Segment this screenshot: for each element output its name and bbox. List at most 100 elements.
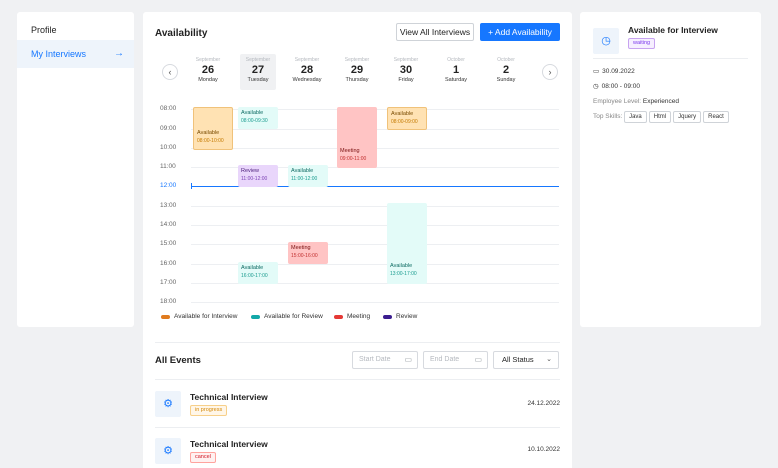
day-column-header[interactable]: September 30 Friday	[388, 54, 424, 90]
day-column-header[interactable]: September 26 Monday	[190, 54, 226, 90]
sidebar-item-profile[interactable]: Profile	[17, 16, 134, 44]
gear-icon: ⚙	[155, 391, 181, 417]
detail-level-label: Employee Level:	[593, 98, 642, 105]
calendar-event-available-review[interactable]: Available 13:00-17:00	[387, 203, 427, 284]
legend-swatch	[383, 314, 392, 319]
hour-label: 13:00	[160, 202, 177, 209]
day-column-header[interactable]: September 27 Tuesday	[240, 54, 276, 90]
event-title: Available	[241, 265, 264, 271]
end-date-input[interactable]: End Date ▭	[423, 351, 488, 369]
status-filter-select[interactable]: All Status ⌄	[493, 351, 559, 369]
view-all-interviews-button[interactable]: View All Interviews	[396, 23, 474, 41]
sidebar: Profile My Interviews →	[17, 12, 134, 327]
detail-skills-label: Top Skills:	[593, 113, 623, 120]
event-row-title[interactable]: Technical Interview	[190, 392, 268, 402]
hour-label: 08:00	[160, 105, 177, 112]
calendar-event-meeting[interactable]: Meeting 09:00-11:00	[337, 107, 377, 168]
skill-tag: React	[703, 111, 729, 123]
event-title: Available	[197, 130, 220, 136]
skill-tag: Html	[648, 111, 672, 123]
previous-week-button[interactable]: ‹	[162, 64, 178, 80]
chevron-left-icon: ‹	[168, 67, 172, 77]
section-divider	[155, 427, 560, 428]
day-weekday: Friday	[398, 77, 414, 83]
start-date-placeholder: Start Date	[359, 356, 391, 363]
calendar-event-review[interactable]: Review 11:00-12:00	[238, 165, 278, 187]
day-weekday: Wednesday	[292, 77, 322, 83]
status-badge: waiting	[628, 38, 656, 49]
hour-label: 11:00	[160, 163, 176, 170]
hour-gridline	[191, 302, 559, 303]
event-row-date: 10.10.2022	[527, 446, 560, 453]
chevron-down-icon: ⌄	[546, 356, 552, 363]
day-month: October	[447, 57, 465, 63]
calendar-event-meeting[interactable]: Meeting 15:00-16:00	[288, 242, 328, 264]
day-number: 1	[452, 64, 460, 76]
detail-skills: Top Skills: Java Html Jquery React	[593, 111, 731, 123]
hour-label: 18:00	[160, 298, 177, 305]
event-time: 08:00-10:00	[197, 138, 224, 144]
status-filter-value: All Status	[502, 355, 534, 364]
day-column-header[interactable]: October 2 Sunday	[488, 54, 524, 90]
legend-label: Review	[396, 313, 418, 320]
day-column-header[interactable]: October 1 Saturday	[438, 54, 474, 90]
add-availability-button[interactable]: + Add Availability	[480, 23, 560, 41]
legend-label: Available for Review	[264, 313, 323, 320]
event-time: 09:00-11:00	[340, 156, 367, 162]
legend-swatch	[334, 314, 343, 319]
sidebar-item-label: My Interviews	[31, 49, 87, 59]
day-weekday: Saturday	[444, 77, 467, 83]
event-time: 11:00-12:00	[241, 176, 268, 182]
detail-divider	[593, 58, 748, 59]
event-row-date: 24.12.2022	[527, 400, 560, 407]
day-weekday: Monday	[198, 77, 218, 83]
clock-icon: ◷	[593, 28, 619, 54]
event-title: Available	[390, 263, 413, 269]
calendar-icon: ▭	[474, 355, 482, 364]
event-row-title[interactable]: Technical Interview	[190, 439, 268, 449]
detail-date: ▭ 30.09.2022	[593, 67, 635, 75]
day-month: October	[497, 57, 515, 63]
day-number: 30	[399, 64, 413, 76]
current-time-marker	[191, 183, 192, 189]
event-title: Available	[291, 168, 314, 174]
calendar-event-available-review[interactable]: Available 08:00-09:30	[238, 107, 278, 129]
start-date-input[interactable]: Start Date ▭	[352, 351, 418, 369]
sidebar-item-label: Profile	[31, 25, 57, 35]
hour-gridline	[191, 244, 559, 245]
hour-gridline	[191, 283, 559, 284]
hour-label: 17:00	[160, 279, 177, 286]
event-title: Meeting	[291, 245, 311, 251]
day-number: 28	[300, 64, 314, 76]
clock-icon: ◷	[593, 83, 599, 90]
event-title: Available	[391, 111, 414, 117]
legend-item: Available for Review	[251, 313, 323, 320]
event-time: 08:00-09:30	[241, 118, 268, 124]
detail-level: Employee Level: Experienced	[593, 98, 679, 105]
calendar-event-available-interview[interactable]: Available 08:00-09:00	[387, 107, 427, 130]
day-month: September	[294, 57, 320, 63]
calendar-icon: ▭	[593, 68, 600, 75]
legend-item: Meeting	[334, 313, 370, 320]
end-date-placeholder: End Date	[430, 356, 460, 363]
event-time: 16:00-17:00	[241, 273, 268, 279]
day-weekday: Thursday	[345, 77, 369, 83]
hour-gridline	[191, 225, 559, 226]
calendar-event-available-review[interactable]: Available 16:00-17:00	[238, 262, 278, 284]
sidebar-item-my-interviews[interactable]: My Interviews →	[17, 40, 134, 68]
legend-label: Meeting	[347, 313, 371, 320]
next-week-button[interactable]: ›	[542, 64, 558, 80]
detail-time: ◷ 08:00 - 09:00	[593, 82, 640, 90]
event-title: Review	[241, 168, 260, 174]
legend-swatch	[161, 314, 170, 319]
day-column-header[interactable]: September 29 Thursday	[339, 54, 375, 90]
skill-tag: Jquery	[673, 111, 702, 123]
day-weekday: Sunday	[496, 77, 516, 83]
calendar-event-available-review[interactable]: Available 11:00-12:00	[288, 165, 328, 187]
section-divider	[155, 342, 560, 343]
calendar-event-available-interview[interactable]: Available 08:00-10:00	[193, 107, 233, 150]
hour-gridline	[191, 206, 559, 207]
chevron-right-icon: ›	[548, 67, 552, 77]
hour-label: 16:00	[160, 260, 177, 267]
day-column-header[interactable]: September 28 Wednesday	[289, 54, 325, 90]
